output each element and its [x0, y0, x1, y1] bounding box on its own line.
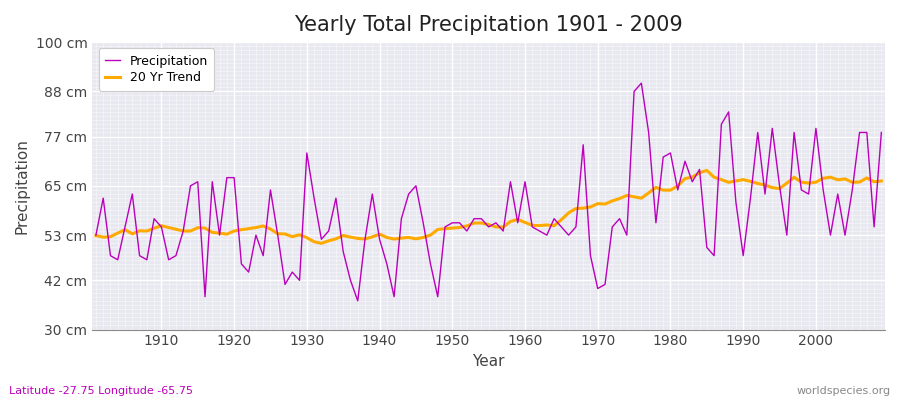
Precipitation: [636, 81, 647, 86]
20 Yr Trend: [309, 239, 320, 244]
20 Yr Trend: [148, 226, 159, 231]
Precipitation: [360, 237, 371, 242]
Precipitation: [519, 179, 530, 184]
20 Yr Trend: [91, 233, 102, 238]
Precipitation: [352, 298, 363, 303]
Line: Precipitation: Precipitation: [96, 83, 881, 301]
Precipitation: [526, 224, 537, 229]
Y-axis label: Precipitation: Precipitation: [15, 138, 30, 234]
Legend: Precipitation, 20 Yr Trend: Precipitation, 20 Yr Trend: [98, 48, 214, 91]
Title: Yearly Total Precipitation 1901 - 2009: Yearly Total Precipitation 1901 - 2009: [294, 15, 683, 35]
20 Yr Trend: [701, 168, 712, 173]
20 Yr Trend: [360, 237, 371, 242]
Line: 20 Yr Trend: 20 Yr Trend: [96, 170, 881, 243]
Precipitation: [91, 233, 102, 238]
X-axis label: Year: Year: [472, 354, 505, 369]
Text: Latitude -27.75 Longitude -65.75: Latitude -27.75 Longitude -65.75: [9, 386, 193, 396]
Text: worldspecies.org: worldspecies.org: [796, 386, 891, 396]
Precipitation: [148, 216, 159, 221]
20 Yr Trend: [876, 178, 886, 183]
20 Yr Trend: [614, 196, 625, 201]
Precipitation: [876, 130, 886, 135]
Precipitation: [614, 216, 625, 221]
Precipitation: [309, 196, 320, 200]
20 Yr Trend: [316, 241, 327, 246]
20 Yr Trend: [526, 223, 537, 228]
20 Yr Trend: [519, 220, 530, 225]
